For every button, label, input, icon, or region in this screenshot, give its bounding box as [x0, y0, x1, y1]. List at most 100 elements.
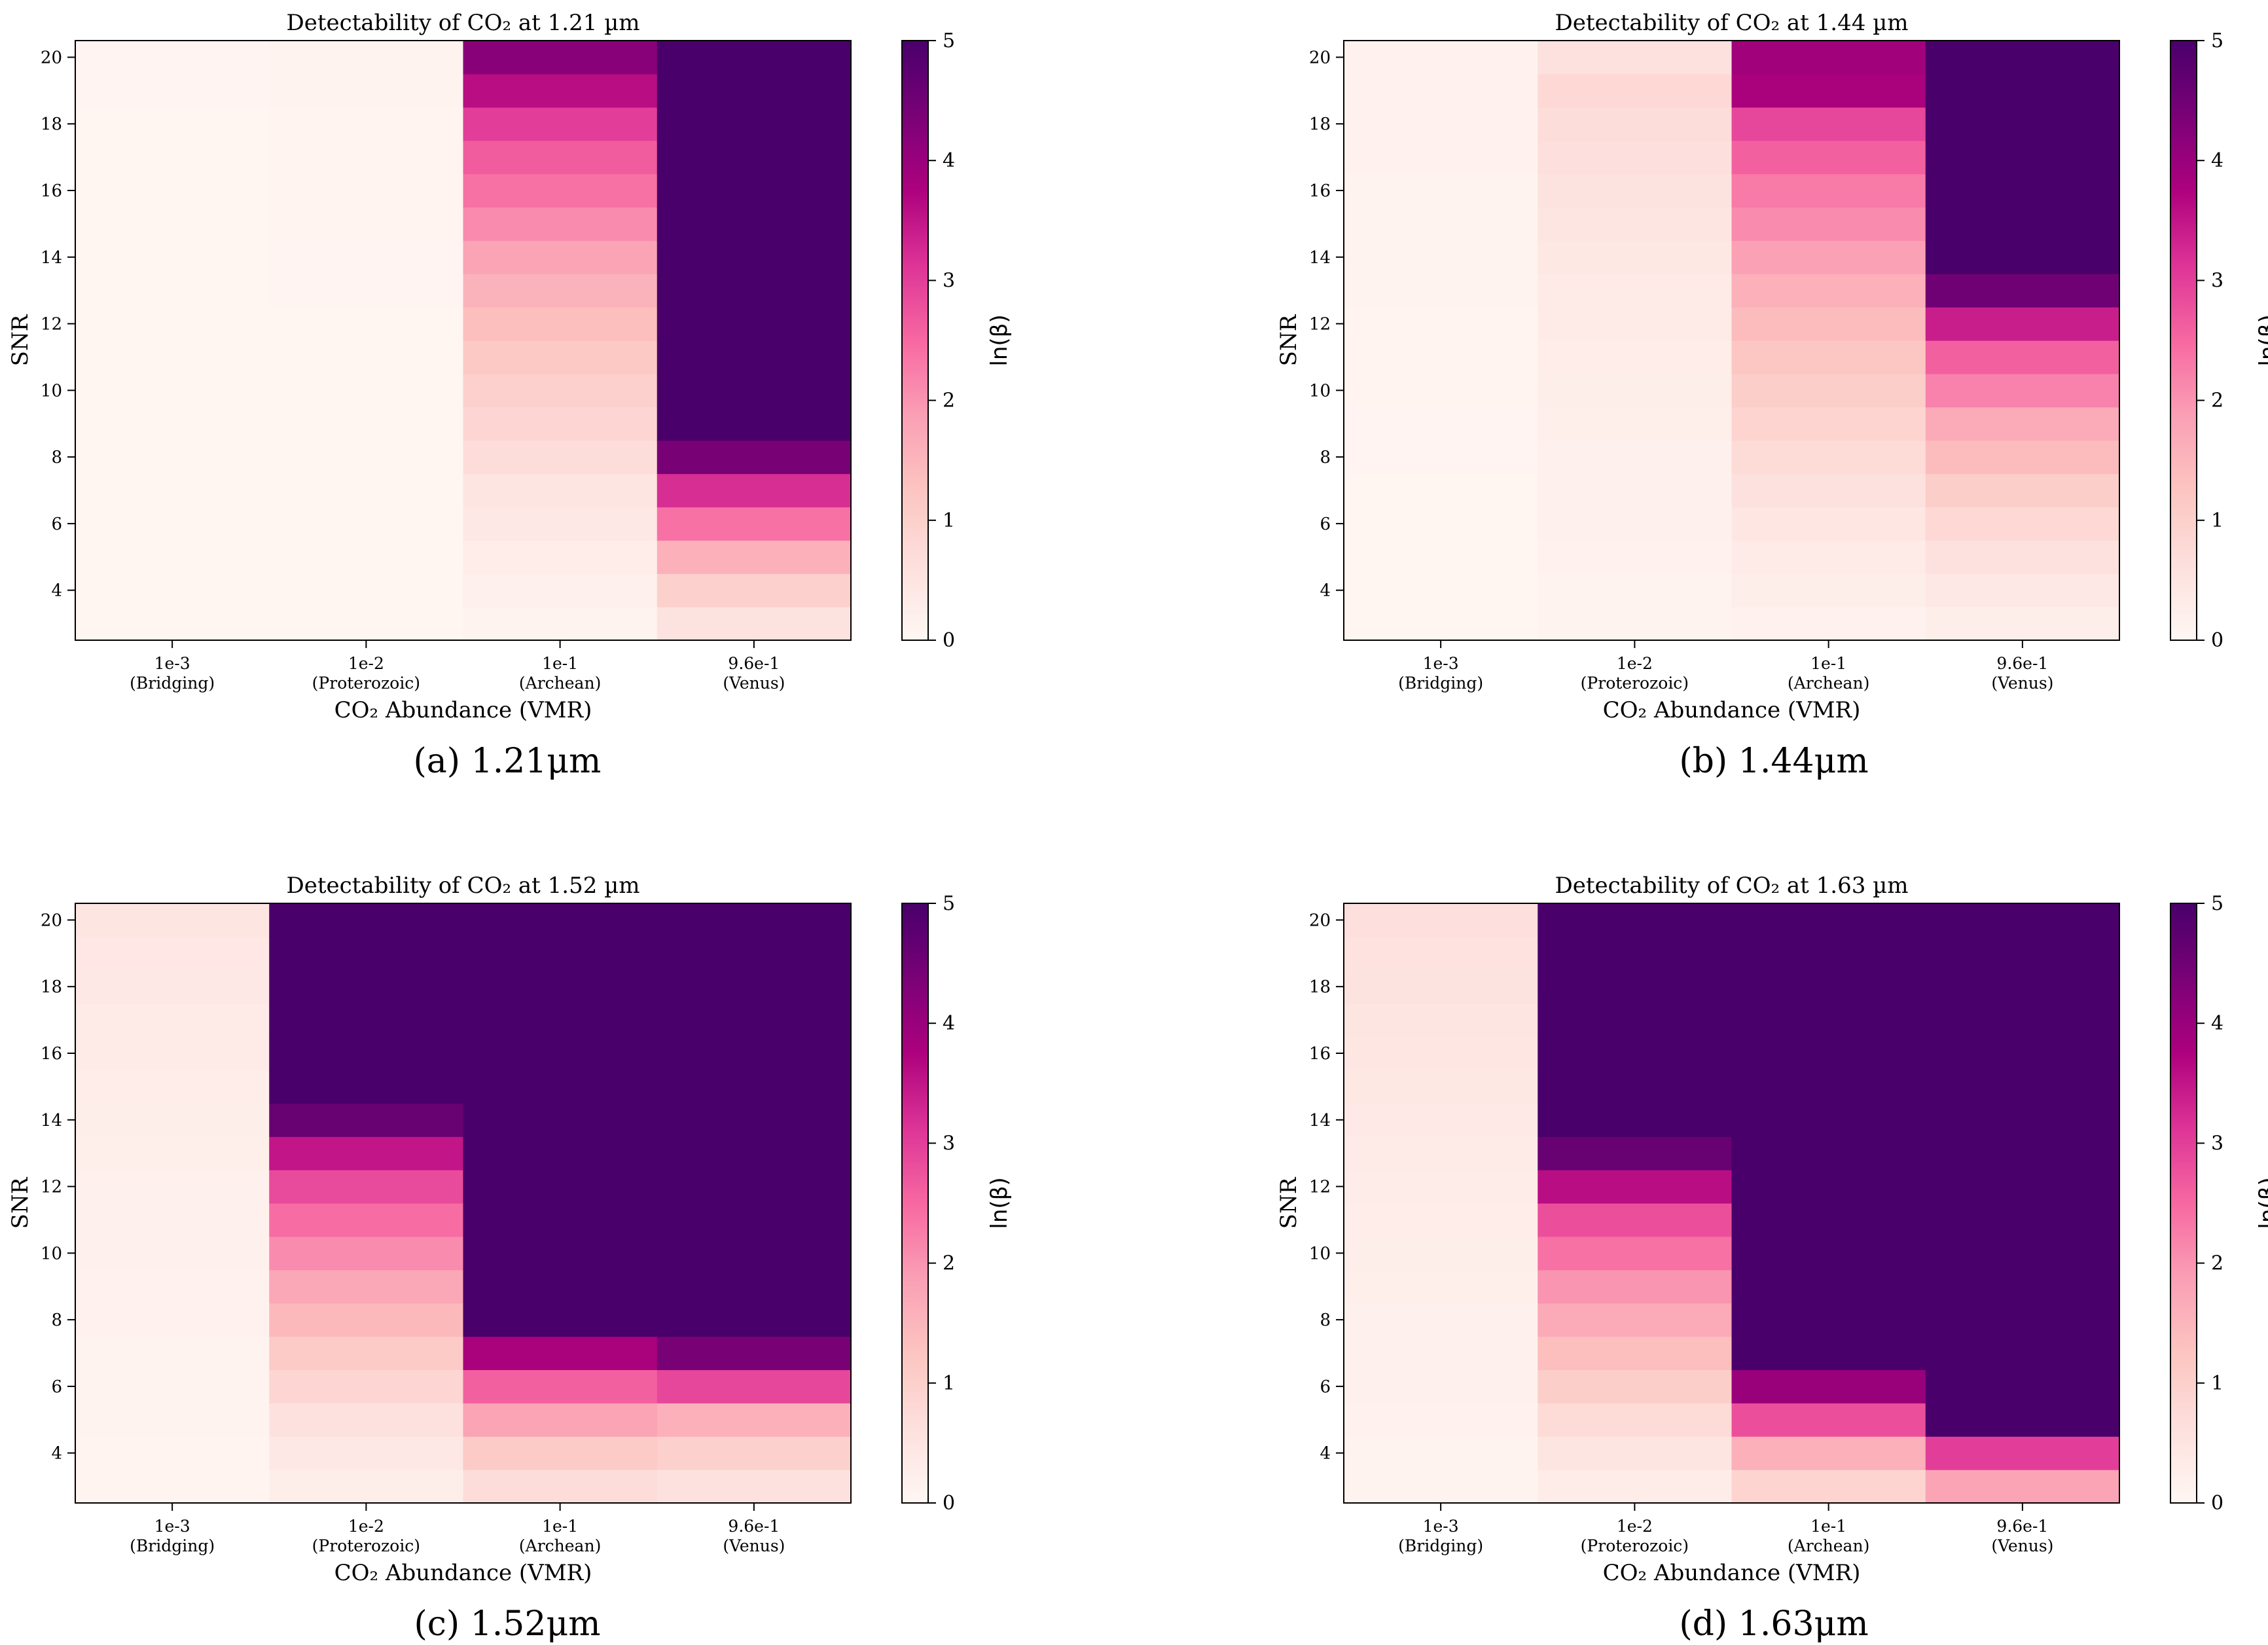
heatmap-cell — [1731, 140, 1926, 175]
heatmap-cell — [1925, 507, 2120, 541]
heatmap-cell — [657, 1436, 852, 1470]
heatmap-cell — [1731, 307, 1926, 341]
heatmap-cell — [657, 440, 852, 475]
heatmap-cell — [1344, 1470, 1538, 1504]
colorbar-gradient — [2170, 903, 2197, 1504]
heatmap-cell — [269, 1070, 464, 1104]
heatmap-cell — [1731, 107, 1926, 141]
heatmap-cell — [75, 407, 270, 441]
heatmap-cell — [1731, 1336, 1926, 1371]
heatmap-cell — [657, 1203, 852, 1237]
chart-title: Detectability of CO₂ at 1.21 µm — [287, 10, 640, 36]
x-tick-sublabel: (Venus) — [723, 1536, 785, 1555]
y-tick-label: 8 — [1320, 448, 1331, 467]
heatmap-cell — [463, 173, 658, 208]
heatmap-cell — [657, 274, 852, 308]
heatmap-cell — [75, 1070, 270, 1104]
heatmap-cell — [657, 340, 852, 374]
heatmap-cell — [463, 1170, 658, 1204]
heatmap-cell — [75, 969, 270, 1004]
heatmap-cell — [1731, 1003, 1926, 1038]
colorbar-tick-label: 3 — [2211, 269, 2223, 292]
x-tick-label: 1e-2 — [1617, 1517, 1653, 1536]
heatmap-cell — [1731, 903, 1926, 937]
heatmap-cell — [463, 1269, 658, 1304]
heatmap-cell — [1344, 969, 1538, 1004]
heatmap-cell — [269, 373, 464, 408]
heatmap-cell — [269, 140, 464, 175]
heatmap-cell — [1538, 207, 1733, 241]
heatmap-cell — [75, 140, 270, 175]
heatmap-cell — [657, 41, 852, 75]
heatmap-cell — [269, 607, 464, 641]
heatmap-cell — [1925, 140, 2120, 175]
heatmap-cell — [1731, 373, 1926, 408]
heatmap-cell — [463, 373, 658, 408]
colorbar-label: ln(β) — [986, 1177, 1013, 1229]
heatmap-cell — [269, 1103, 464, 1137]
heatmap-cell — [269, 1436, 464, 1470]
heatmap-cell — [657, 1403, 852, 1437]
x-tick-sublabel: (Venus) — [1991, 1536, 2053, 1555]
x-axis-label: CO₂ Abundance (VMR) — [334, 1560, 592, 1586]
heatmap-cell — [1344, 173, 1538, 208]
heatmap-cell — [463, 1303, 658, 1337]
colorbar-tick-label: 0 — [2211, 629, 2223, 652]
heatmap-cell — [1925, 1070, 2120, 1104]
y-tick-label: 16 — [41, 1044, 62, 1064]
heatmap-cell — [1538, 1103, 1733, 1137]
heatmap-cell — [1731, 1170, 1926, 1204]
colorbar-tick-label: 3 — [943, 1132, 955, 1155]
heatmap-cell — [1731, 507, 1926, 541]
y-tick-label: 16 — [1309, 181, 1331, 201]
y-axis-label: SNR — [7, 314, 33, 366]
heatmap-cell — [1344, 440, 1538, 475]
heatmap-cell — [1344, 1436, 1538, 1470]
heatmap-cell — [1538, 140, 1733, 175]
heatmap-cells — [75, 903, 852, 1504]
heatmap-cell — [75, 1269, 270, 1304]
heatmap-cell — [1731, 573, 1926, 607]
colorbar-tick-label: 2 — [943, 389, 955, 412]
heatmap-cell — [1344, 407, 1538, 441]
colorbar-gradient — [901, 903, 929, 1504]
heatmap-cell — [1344, 1170, 1538, 1204]
heatmap-cell — [75, 1036, 270, 1071]
heatmap-cell — [463, 573, 658, 607]
x-tick-label: 1e-2 — [348, 654, 384, 673]
heatmap-cell — [463, 107, 658, 141]
heatmap-cell — [1925, 41, 2120, 75]
heatmap-cell — [269, 207, 464, 241]
colorbar-tick-label: 0 — [943, 629, 955, 652]
x-tick-sublabel: (Proterozoic) — [1581, 674, 1689, 693]
heatmap-cell — [1925, 1303, 2120, 1337]
heatmap-cell — [657, 240, 852, 274]
heatmap-cells — [1344, 41, 2120, 641]
x-tick-sublabel: (Bridging) — [130, 1536, 215, 1555]
heatmap-cell — [1344, 1303, 1538, 1337]
heatmap-cell — [463, 1103, 658, 1137]
y-tick-label: 12 — [1309, 1178, 1331, 1197]
heatmap-cell — [269, 440, 464, 475]
y-tick-label: 10 — [1309, 381, 1331, 401]
heatmap-cells — [75, 41, 852, 641]
heatmap-cell — [657, 1136, 852, 1170]
colorbar-tick-label: 5 — [2211, 892, 2223, 915]
heatmap-cell — [1344, 240, 1538, 274]
heatmap-cell — [1538, 540, 1733, 574]
heatmap-cell — [1538, 440, 1733, 475]
heatmap-cell — [269, 107, 464, 141]
heatmap-cell — [1344, 903, 1538, 937]
x-tick-sublabel: (Venus) — [1991, 674, 2053, 693]
heatmap-cell — [657, 1336, 852, 1371]
heatmap-cell — [269, 307, 464, 341]
heatmap-cell — [1344, 1003, 1538, 1038]
x-axis-label: CO₂ Abundance (VMR) — [1603, 1560, 1861, 1586]
heatmap-cell — [269, 274, 464, 308]
x-tick-sublabel: (Archean) — [1788, 674, 1869, 693]
heatmap-cell — [1925, 540, 2120, 574]
heatmap-cell — [75, 240, 270, 274]
heatmap-cell — [269, 1136, 464, 1170]
heatmap-cell — [269, 1303, 464, 1337]
heatmap-cell — [463, 1403, 658, 1437]
